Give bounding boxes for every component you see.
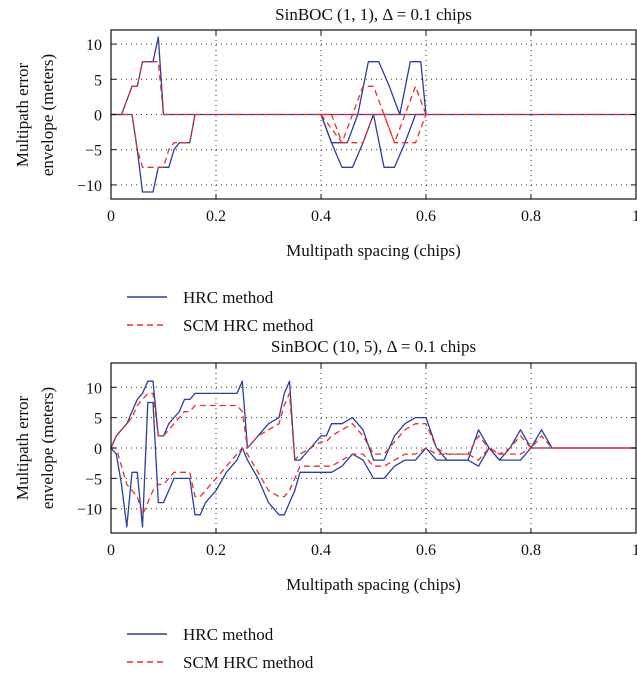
chart-sinboc-1-1: SinBOC (1, 1), Δ = 0.1 chips 0 0.2 0.4 0.6 0.…: [13, 5, 637, 335]
y-tick-label: −5: [85, 471, 102, 488]
x-tick-label: 0.8: [521, 208, 541, 225]
series-line-hrc: [320, 113, 426, 168]
x-tick-label: 0.4: [311, 542, 331, 559]
x-tick-label: 0.2: [206, 208, 226, 225]
series-line-hrc: [111, 113, 196, 193]
chart-sinboc-10-5: SinBOC (10, 5), Δ = 0.1 chips 0 0.2 0.4 0.6 0…: [13, 337, 637, 672]
x-tick-label: 0.6: [416, 208, 436, 225]
y-axis-label-line1: Multipath error: [13, 63, 32, 168]
x-axis-label: Multipath spacing (chips): [286, 241, 461, 260]
series-line-scm-hrc: [111, 447, 636, 516]
y-tick-label: −10: [77, 178, 102, 195]
legend: HRC method SCM HRC method: [127, 625, 314, 672]
x-tick-label: 0.4: [311, 208, 331, 225]
plot-area: [111, 380, 636, 528]
x-tick-label: 0.6: [416, 542, 436, 559]
y-tick-label: 10: [86, 380, 102, 397]
series-line-scm-hrc: [321, 113, 427, 144]
plot-area: [111, 36, 636, 193]
x-axis-label: Multipath spacing (chips): [286, 575, 461, 594]
x-tick-label: 0: [107, 542, 115, 559]
series-line-hrc: [111, 401, 636, 528]
x-tick-label: 0.8: [521, 542, 541, 559]
series-line-scm-hrc: [111, 392, 636, 461]
y-axis-label-line2: envelope (meters): [38, 387, 57, 509]
y-tick-label: −5: [85, 143, 102, 160]
legend-label-scm-hrc: SCM HRC method: [183, 653, 314, 672]
y-tick-label: 10: [86, 37, 102, 54]
x-tick-label: 0: [107, 208, 115, 225]
chart-title: SinBOC (10, 5), Δ = 0.1 chips: [271, 337, 476, 356]
x-tick-label: 1: [632, 208, 637, 225]
x-tick-label: 0.2: [206, 542, 226, 559]
x-tick-label: 1: [632, 542, 637, 559]
y-tick-label: 0: [94, 441, 102, 458]
y-axis-label-line1: Multipath error: [13, 396, 32, 501]
y-tick-label: 5: [94, 72, 102, 89]
series-line-scm-hrc: [320, 85, 427, 144]
series-line-scm-hrc: [111, 113, 196, 168]
y-tick-label: −10: [77, 502, 102, 519]
legend-label-hrc: HRC method: [183, 625, 274, 644]
chart-title: SinBOC (1, 1), Δ = 0.1 chips: [275, 5, 472, 24]
legend: HRC method SCM HRC method: [127, 288, 314, 335]
series-line-hrc: [111, 36, 636, 116]
y-axis-label-line2: envelope (meters): [38, 54, 57, 176]
legend-label-hrc: HRC method: [183, 288, 274, 307]
series-line-scm-hrc: [111, 61, 636, 116]
series-line-hrc: [320, 61, 427, 144]
y-tick-label: 0: [94, 108, 102, 125]
legend-label-scm-hrc: SCM HRC method: [183, 316, 314, 335]
y-tick-label: 5: [94, 411, 102, 428]
